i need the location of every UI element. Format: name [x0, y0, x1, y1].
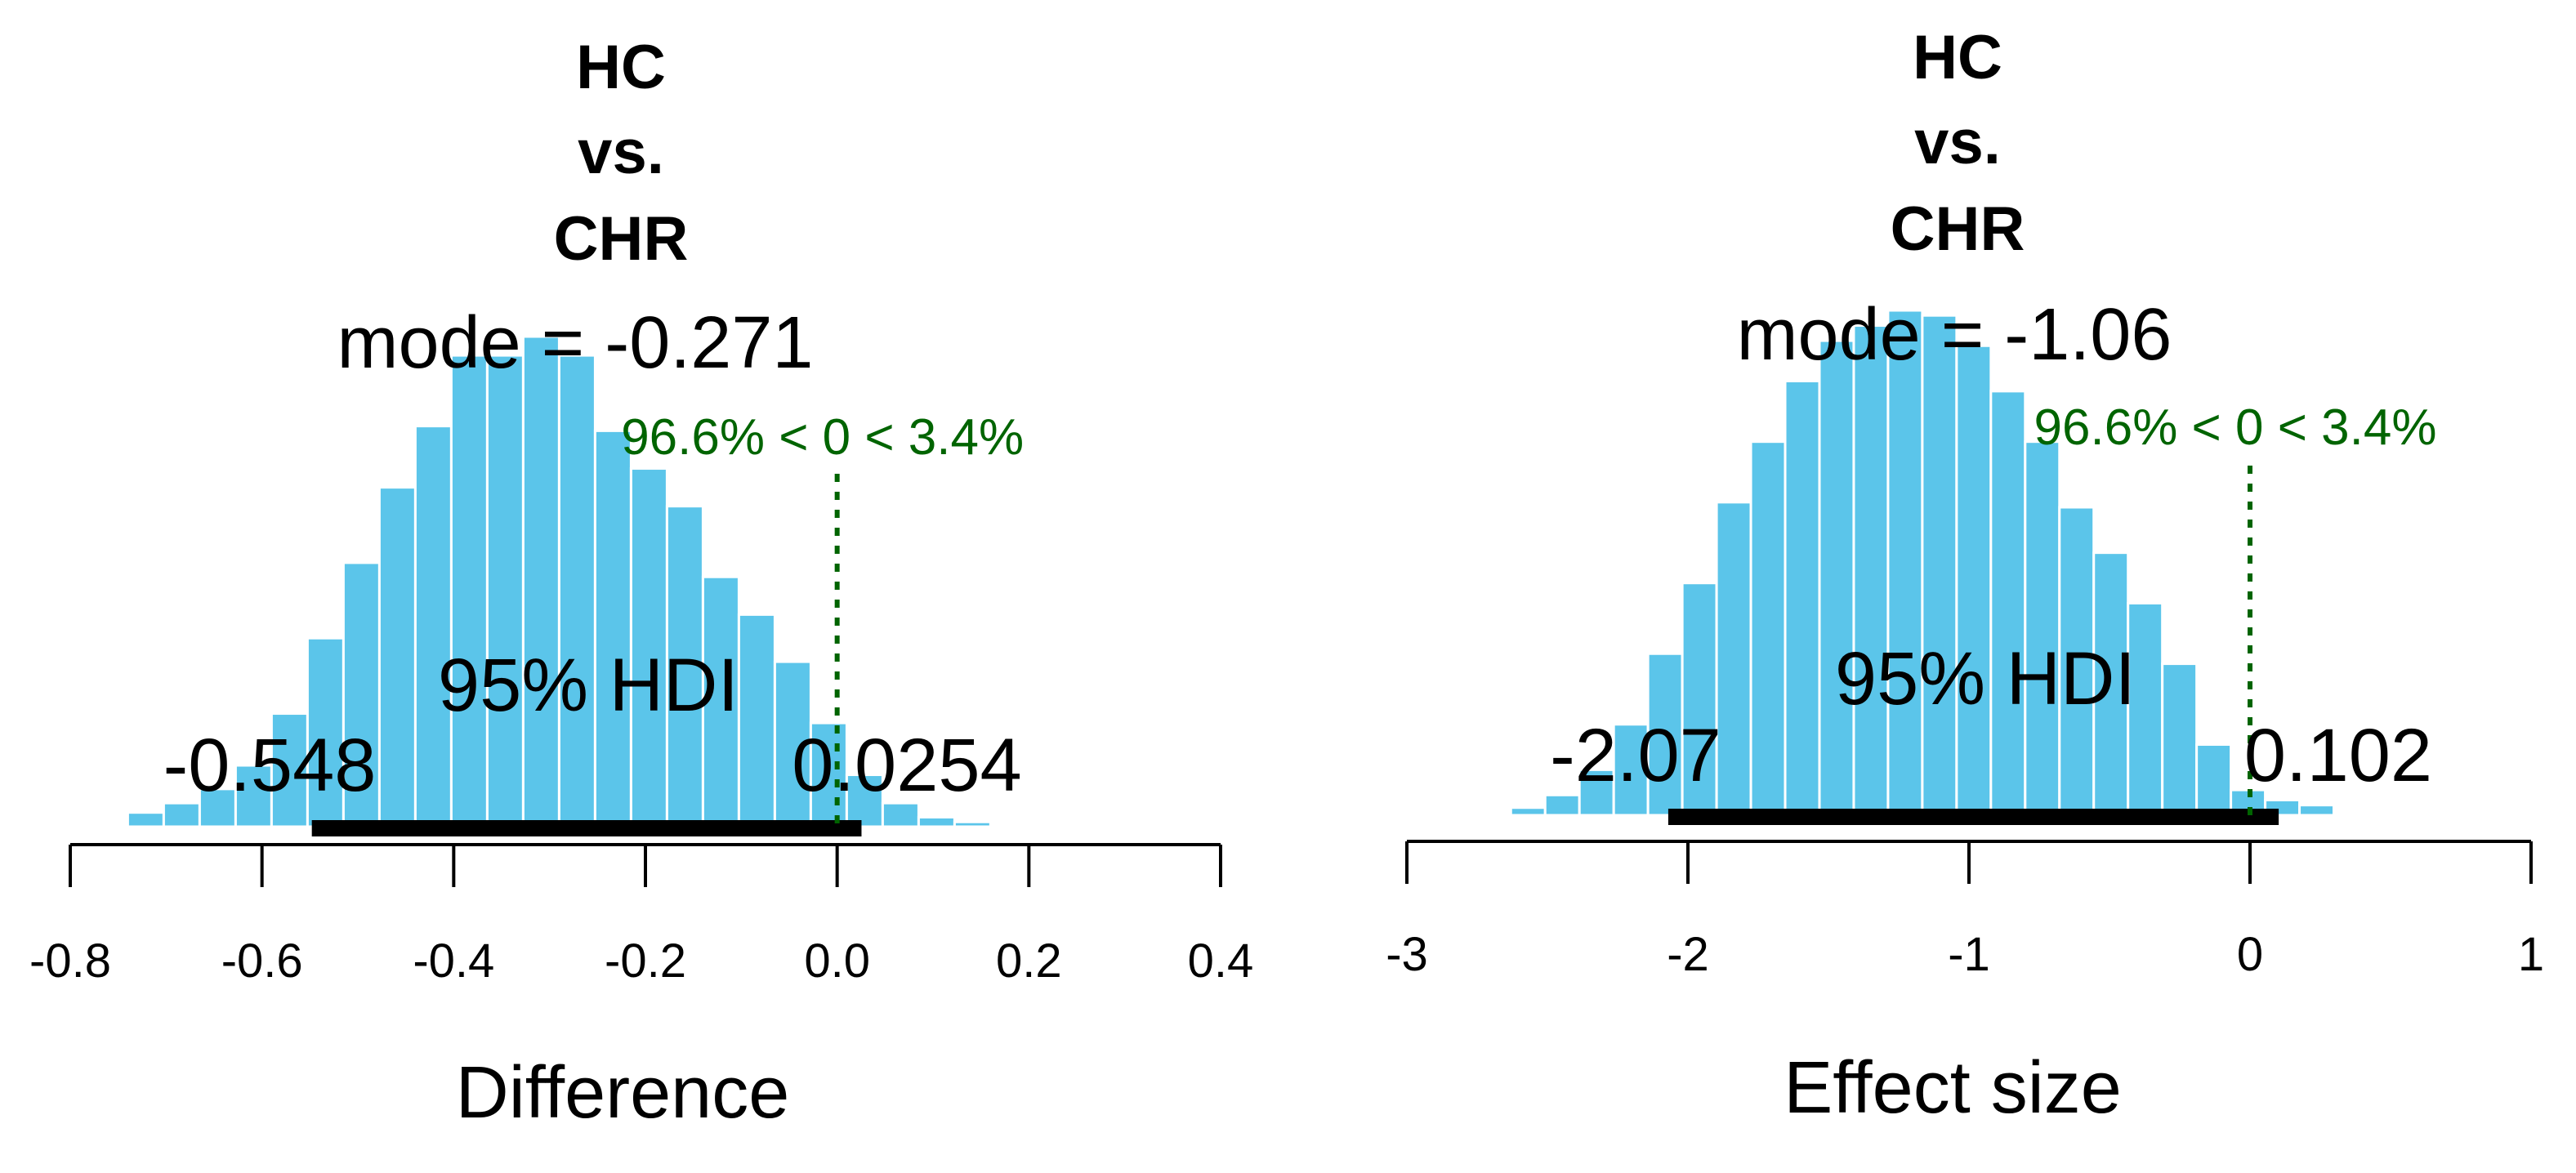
hdi-low-label: -0.548 — [163, 724, 377, 807]
histogram-bar — [1886, 309, 1924, 817]
histogram-bar — [1025, 823, 1064, 828]
histogram-bar — [126, 811, 165, 828]
hdi-label: 95% HDI — [1835, 637, 2136, 720]
histogram-bar — [162, 801, 201, 828]
histogram-bar — [521, 335, 560, 828]
histogram-bar — [2058, 506, 2096, 817]
histogram-bar — [917, 815, 956, 828]
hdi-label: 95% HDI — [438, 644, 739, 727]
histogram-bar — [198, 787, 237, 828]
histogram-bar — [1715, 501, 1752, 817]
x-axis: -3 -2 -1 0 1 — [1386, 840, 2544, 981]
title-line-3: CHR — [554, 204, 689, 274]
histogram-bar — [1612, 723, 1650, 817]
histogram-bar — [1749, 440, 1787, 817]
title-line-1: HC — [576, 33, 666, 102]
histogram-bar — [1989, 390, 2027, 817]
x-tick-label: 0.2 — [996, 934, 1062, 988]
histogram-bar — [809, 721, 848, 828]
histogram-bar — [1681, 582, 1718, 817]
histogram-bar — [593, 429, 632, 828]
histogram-bar — [1852, 324, 1890, 817]
x-tick-label: -1 — [1948, 928, 1990, 981]
hdi-high-label: 0.0254 — [792, 724, 1021, 807]
x-tick-label: 0 — [2237, 928, 2263, 981]
histogram-bar — [665, 505, 704, 828]
x-axis: -0.8 -0.6 -0.4 -0.2 0.0 0.2 0.4 — [29, 843, 1254, 988]
mode-label: mode = -0.271 — [337, 302, 814, 384]
histogram-bars — [126, 335, 1064, 828]
histogram-bar — [989, 823, 1028, 828]
histogram-bar — [2195, 743, 2233, 817]
histogram-bar — [1784, 380, 1821, 817]
title-line-1: HC — [1913, 23, 2002, 92]
histogram-bar — [2161, 662, 2199, 817]
histogram-bar — [773, 660, 812, 828]
x-tick-label: 1 — [2518, 928, 2544, 981]
histogram-bar — [485, 354, 525, 828]
x-tick-label: 0.0 — [804, 934, 870, 988]
x-tick-label: -2 — [1667, 928, 1709, 981]
x-axis-label: Difference — [456, 1052, 790, 1134]
title-line-2: vs. — [1914, 108, 2001, 177]
x-axis-label: Effect size — [1784, 1047, 2122, 1129]
histogram-bar — [234, 764, 273, 828]
chart-panel-effect-size: HC vs. CHR mode = -1.06 96.6% < 0 < 3.4%… — [1288, 0, 2576, 1173]
x-tick-label: -0.4 — [413, 934, 494, 988]
histogram-bar — [701, 575, 740, 828]
histogram-bar — [1955, 344, 1993, 817]
histogram-bar — [2024, 440, 2061, 817]
x-tick-label: 0.4 — [1188, 934, 1254, 988]
histogram-bar — [845, 774, 884, 828]
histogram-bar — [270, 712, 309, 828]
x-tick-label: -0.8 — [29, 934, 111, 988]
histogram-bar — [1818, 339, 1855, 817]
x-tick-label: -3 — [1386, 928, 1428, 981]
histogram-bar — [737, 613, 776, 828]
chart-effect-size-svg: HC vs. CHR mode = -1.06 96.6% < 0 < 3.4%… — [1386, 23, 2544, 1129]
chart-difference-svg: HC vs. CHR mode = -0.271 96.6% < 0 < 3.4… — [29, 33, 1254, 1134]
hdi-low-label: -2.07 — [1550, 714, 1721, 797]
histogram-bar — [1921, 314, 1958, 817]
histogram-bar — [377, 486, 417, 828]
histogram-bar — [413, 425, 453, 828]
comparison-label: 96.6% < 0 < 3.4% — [621, 409, 1024, 466]
mode-label: mode = -1.06 — [1737, 294, 2172, 376]
histogram-bar — [953, 820, 992, 828]
hdi-high-label: 0.102 — [2244, 714, 2432, 797]
histogram-bar — [2298, 804, 2336, 817]
chart-panel-difference: HC vs. CHR mode = -0.271 96.6% < 0 < 3.4… — [29, 33, 1254, 1134]
x-tick-label: -0.2 — [605, 934, 686, 988]
histogram-bar — [1543, 793, 1581, 817]
x-tick-label: -0.6 — [221, 934, 303, 988]
histogram-bar — [449, 354, 489, 828]
title-line-3: CHR — [1891, 194, 2025, 264]
histogram-bar — [1509, 806, 1547, 817]
histogram-bar — [881, 801, 920, 828]
histogram-bar — [629, 467, 668, 828]
histogram-bar — [557, 354, 596, 828]
title-line-2: vs. — [578, 118, 664, 187]
comparison-label: 96.6% < 0 < 3.4% — [2034, 399, 2437, 456]
